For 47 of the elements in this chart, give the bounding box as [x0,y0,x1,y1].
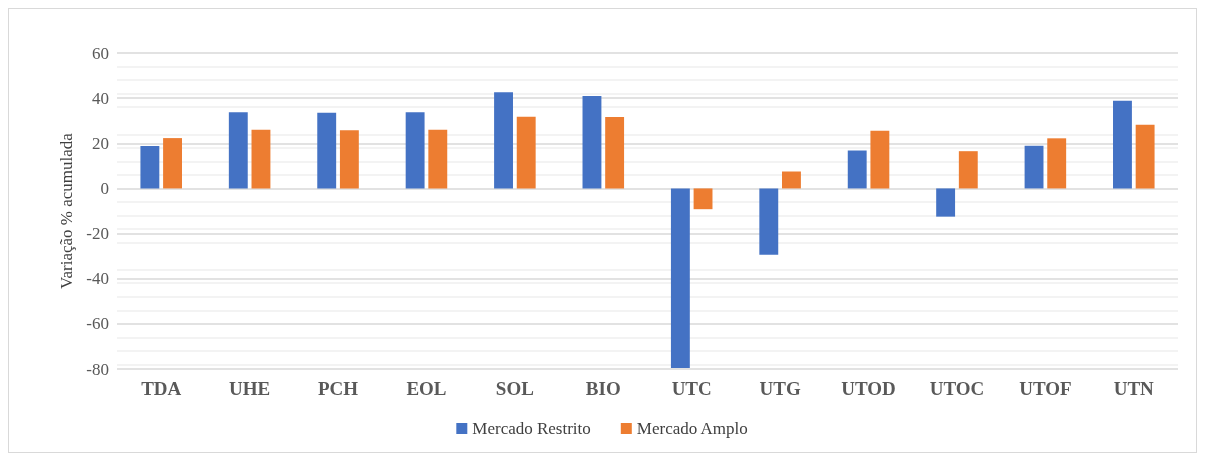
x-tick-label: UTOF [1019,378,1072,399]
bar [782,171,801,189]
bar [1135,124,1155,189]
bar [693,188,713,210]
x-tick-label: TDA [141,378,182,399]
bar [847,150,867,189]
x-tick-label: EOL [406,378,447,399]
bar [958,151,978,189]
bar [140,145,160,189]
x-tick-label: UTG [759,378,801,399]
y-tick-label: 0 [100,178,109,198]
bar [1113,100,1132,189]
x-tick-label: UTOD [841,378,896,399]
y-tick-label: 20 [92,133,109,153]
x-tick-label: UTN [1113,378,1155,399]
bar [870,130,890,189]
bar [339,130,359,189]
x-tick-label: BIO [585,378,621,399]
legend-label: Mercado Amplo [636,419,748,438]
bar [428,129,448,189]
y-tick-label: -20 [86,224,109,244]
x-tick-label: UHE [229,378,271,399]
bar [1024,145,1044,189]
bar [228,112,248,189]
y-tick-label: -60 [86,314,109,334]
x-tick-label: PCH [317,378,359,399]
bar [1047,138,1067,189]
x-tick-label: UTC [671,378,712,399]
bar [251,129,271,189]
y-tick-label: -40 [86,269,109,289]
bar [936,188,956,217]
y-tick-label: 60 [92,43,109,63]
x-tick-label: UTOC [929,378,985,399]
bar [405,112,425,189]
y-tick-label: -80 [86,359,109,379]
y-tick-label: 40 [92,88,109,108]
legend-label: Mercado Restrito [472,419,591,438]
bar [317,112,337,189]
bar [605,116,625,189]
x-tick-label: SOL [495,378,534,399]
bar [582,95,602,189]
bar [759,188,779,255]
bar [670,188,690,369]
y-axis-title: Variação % acumulada [57,132,76,289]
bar [494,92,513,189]
bar [163,138,182,189]
bar [516,116,536,189]
